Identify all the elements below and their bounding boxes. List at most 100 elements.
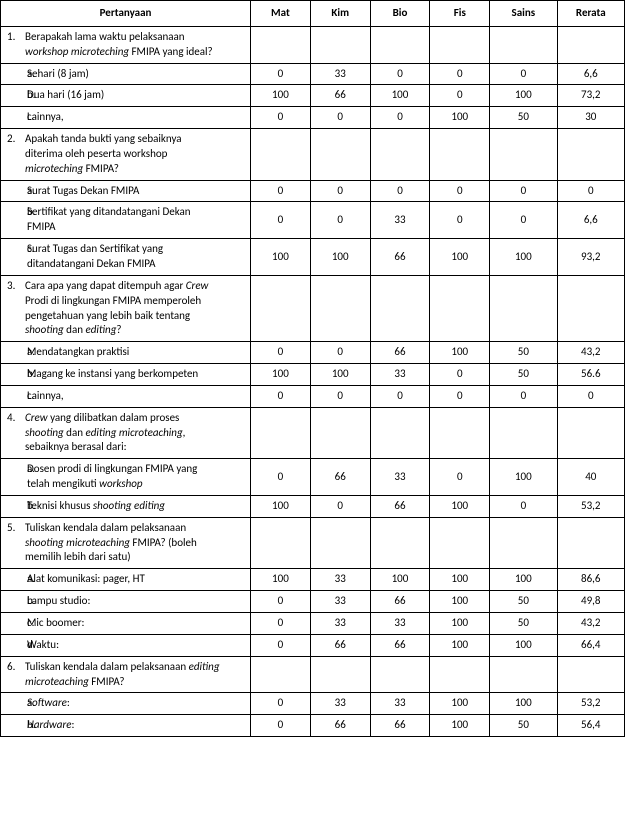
option-label: b. bbox=[5, 718, 27, 733]
empty-cell bbox=[557, 275, 624, 341]
value-cell: 0 bbox=[430, 85, 490, 107]
empty-cell bbox=[251, 129, 311, 181]
value-cell: 33 bbox=[370, 364, 430, 386]
empty-cell bbox=[370, 407, 430, 459]
option-label: b. bbox=[5, 88, 27, 103]
empty-cell bbox=[370, 129, 430, 181]
value-cell: 0 bbox=[310, 495, 370, 517]
option-row: b.Sertifikat yang ditandatangani Dekan F… bbox=[1, 202, 625, 239]
option-row: b.Dua hari (16 jam)10066100010073,2 bbox=[1, 85, 625, 107]
option-label: c. bbox=[5, 616, 27, 631]
question-cell: 1.Berapakah lama waktu pelaksanaan works… bbox=[1, 26, 251, 63]
option-label: a. bbox=[5, 184, 27, 199]
value-cell: 0 bbox=[370, 63, 430, 85]
value-cell: 66 bbox=[370, 342, 430, 364]
value-cell: 43,2 bbox=[557, 342, 624, 364]
empty-cell bbox=[430, 275, 490, 341]
value-cell: 40 bbox=[557, 459, 624, 496]
option-label: b. bbox=[5, 205, 27, 220]
question-cell: 4.Crew yang dilibatkan dalam proses shoo… bbox=[1, 407, 251, 459]
value-cell: 0 bbox=[251, 202, 311, 239]
option-cell: a.Surat Tugas Dekan FMIPA bbox=[1, 180, 251, 202]
option-text: Dua hari (16 jam) bbox=[27, 88, 202, 103]
value-cell: 100 bbox=[490, 634, 557, 656]
option-cell: a.Mendatangkan praktisi bbox=[1, 342, 251, 364]
option-row: a.Surat Tugas Dekan FMIPA000000 bbox=[1, 180, 625, 202]
value-cell: 0 bbox=[370, 107, 430, 129]
value-cell: 33 bbox=[370, 693, 430, 715]
empty-cell bbox=[251, 26, 311, 63]
value-cell: 100 bbox=[430, 569, 490, 591]
value-cell: 33 bbox=[370, 613, 430, 635]
option-text: Lainnya, bbox=[27, 110, 202, 125]
empty-cell bbox=[557, 517, 624, 569]
option-text: Magang ke instansi yang berkompeten bbox=[27, 367, 202, 382]
option-row: a.Sehari (8 jam)0330006,6 bbox=[1, 63, 625, 85]
value-cell: 33 bbox=[310, 693, 370, 715]
question-cell: 6.Tuliskan kendala dalam pelaksanaan edi… bbox=[1, 656, 251, 693]
question-text: Crew yang dilibatkan dalam proses shooti… bbox=[25, 411, 220, 456]
question-number: 3. bbox=[7, 279, 25, 294]
option-text: Software: bbox=[27, 696, 202, 711]
value-cell: 0 bbox=[430, 364, 490, 386]
value-cell: 66 bbox=[310, 85, 370, 107]
empty-cell bbox=[557, 407, 624, 459]
value-cell: 100 bbox=[310, 239, 370, 276]
option-row: b.Magang ke instansi yang berkompeten 100… bbox=[1, 364, 625, 386]
option-cell: a.Sehari (8 jam) bbox=[1, 63, 251, 85]
option-row: b.Lampu studio:033661005049,8 bbox=[1, 591, 625, 613]
value-cell: 0 bbox=[251, 180, 311, 202]
option-row: a.Dosen prodi di lingkungan FMIPA yang t… bbox=[1, 459, 625, 496]
value-cell: 66 bbox=[370, 239, 430, 276]
option-label: c. bbox=[5, 110, 27, 125]
value-cell: 100 bbox=[430, 715, 490, 737]
value-cell: 33 bbox=[370, 459, 430, 496]
value-cell: 100 bbox=[490, 459, 557, 496]
empty-cell bbox=[557, 26, 624, 63]
option-text: Mendatangkan praktisi bbox=[27, 345, 202, 360]
option-label: d. bbox=[5, 638, 27, 653]
value-cell: 0 bbox=[370, 385, 430, 407]
header-row: Pertanyaan Mat Kim Bio Fis Sains Rerata bbox=[1, 1, 625, 27]
value-cell: 100 bbox=[251, 495, 311, 517]
col-kim: Kim bbox=[310, 1, 370, 27]
value-cell: 49,8 bbox=[557, 591, 624, 613]
option-text: Waktu: bbox=[27, 638, 202, 653]
option-row: c.Surat Tugas dan Sertifikat yang ditand… bbox=[1, 239, 625, 276]
value-cell: 0 bbox=[310, 202, 370, 239]
option-text: Surat Tugas Dekan FMIPA bbox=[27, 184, 202, 199]
option-label: b. bbox=[5, 499, 27, 514]
table-body: 1.Berapakah lama waktu pelaksanaan works… bbox=[1, 26, 625, 736]
option-cell: a.Dosen prodi di lingkungan FMIPA yang t… bbox=[1, 459, 251, 496]
value-cell: 50 bbox=[490, 364, 557, 386]
option-row: c.Lainnya,000000 bbox=[1, 385, 625, 407]
option-row: b.Hardware:066661005056,4 bbox=[1, 715, 625, 737]
value-cell: 0 bbox=[557, 385, 624, 407]
value-cell: 66 bbox=[370, 634, 430, 656]
value-cell: 0 bbox=[490, 202, 557, 239]
value-cell: 100 bbox=[251, 364, 311, 386]
option-label: b. bbox=[5, 367, 27, 382]
empty-cell bbox=[490, 517, 557, 569]
value-cell: 33 bbox=[310, 63, 370, 85]
option-cell: c.Surat Tugas dan Sertifikat yang ditand… bbox=[1, 239, 251, 276]
question-number: 4. bbox=[7, 411, 25, 426]
question-text: Tuliskan kendala dalam pelaksanaan shoot… bbox=[25, 521, 220, 566]
option-label: a. bbox=[5, 462, 27, 477]
value-cell: 100 bbox=[430, 107, 490, 129]
question-row: 5.Tuliskan kendala dalam pelaksanaan sho… bbox=[1, 517, 625, 569]
question-number: 6. bbox=[7, 660, 25, 675]
value-cell: 66,4 bbox=[557, 634, 624, 656]
empty-cell bbox=[430, 517, 490, 569]
value-cell: 0 bbox=[310, 107, 370, 129]
value-cell: 0 bbox=[251, 385, 311, 407]
value-cell: 100 bbox=[370, 85, 430, 107]
empty-cell bbox=[310, 26, 370, 63]
value-cell: 6,6 bbox=[557, 202, 624, 239]
option-cell: c.Lainnya, bbox=[1, 107, 251, 129]
empty-cell bbox=[490, 656, 557, 693]
value-cell: 56.6 bbox=[557, 364, 624, 386]
option-row: c.Mic boomer:033331005043,2 bbox=[1, 613, 625, 635]
value-cell: 50 bbox=[490, 715, 557, 737]
col-bio: Bio bbox=[370, 1, 430, 27]
